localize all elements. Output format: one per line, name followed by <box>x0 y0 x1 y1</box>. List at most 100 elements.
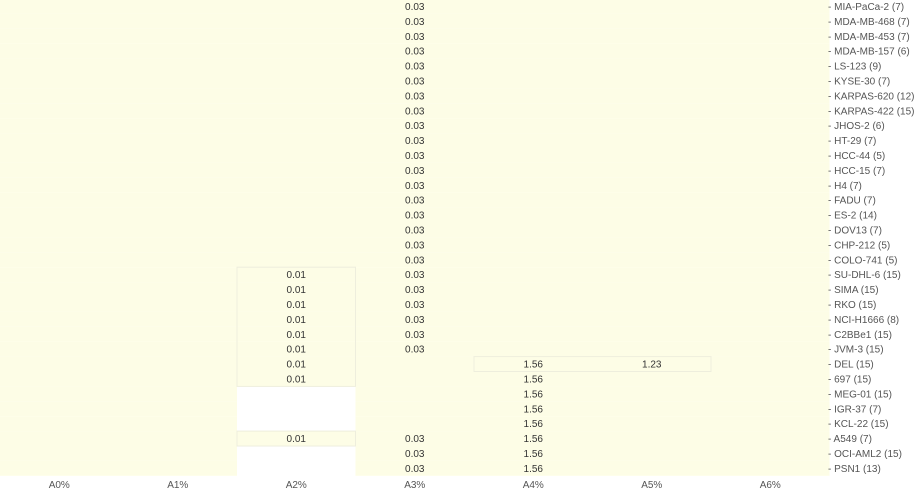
heatmap-cell <box>355 460 474 476</box>
heatmap-cell <box>355 73 474 89</box>
heatmap-cell <box>118 326 237 342</box>
heatmap-cell <box>474 416 593 432</box>
heatmap-cell <box>118 386 237 402</box>
heatmap-cell <box>711 148 830 163</box>
heatmap-cell <box>118 237 237 253</box>
heatmap-cell <box>237 0 356 14</box>
heatmap-cell <box>474 401 593 417</box>
heatmap-cell <box>474 386 593 402</box>
heatmap-cell <box>118 401 237 417</box>
heatmap-cell <box>592 356 711 372</box>
cell-value-label: 1.56 <box>524 464 544 475</box>
heatmap-cell <box>355 43 474 59</box>
heatmap-cell <box>118 460 237 476</box>
heatmap-cell <box>355 88 474 104</box>
heatmap-cell <box>355 192 474 208</box>
heatmap-cell <box>474 133 593 148</box>
row-labels: - MIA-PaCa-2 (7) - MDA-MB-468 (7) - MDA-MB… <box>828 2 915 475</box>
heatmap-cell-labels: 0.03 0.03 0.03 0.03 0.03 0.03 0.03 0.03 0.03 0.03… <box>287 2 662 475</box>
heatmap-cell <box>355 103 474 119</box>
heatmap-cell <box>118 58 237 74</box>
row-label: - COLO-741 (5) <box>828 255 897 266</box>
heatmap-cell <box>0 0 119 14</box>
heatmap-cell <box>592 162 711 178</box>
cell-value-label: 0.03 <box>405 2 425 13</box>
heatmap-cell <box>711 133 830 148</box>
column-label: A2% <box>286 480 307 491</box>
cell-value-label: 0.03 <box>405 225 425 236</box>
heatmap-cell <box>592 88 711 104</box>
heatmap-cell <box>355 162 474 178</box>
cell-value-label: 0.01 <box>287 300 307 311</box>
row-label: - SU-DHL-6 (15) <box>828 270 901 281</box>
heatmap-cell <box>118 148 237 163</box>
row-label: - KCL-22 (15) <box>828 419 889 430</box>
column-label: A1% <box>167 480 188 491</box>
heatmap-cell <box>474 252 593 268</box>
heatmap-cell <box>711 88 830 104</box>
heatmap-cell <box>474 88 593 104</box>
heatmap-cell <box>474 28 593 44</box>
heatmap-cell <box>592 58 711 74</box>
row-label: - DEL (15) <box>828 360 874 371</box>
row-label: - HCC-44 (5) <box>828 151 885 162</box>
cell-value-label: 1.56 <box>524 374 544 385</box>
heatmap-cell <box>0 460 119 476</box>
cell-value-label: 0.03 <box>405 464 425 475</box>
cell-group-border <box>236 266 356 387</box>
heatmap-cell <box>0 222 119 238</box>
heatmap-cell <box>474 103 593 119</box>
cell-value-label: 0.03 <box>405 196 425 207</box>
heatmap-cell <box>474 371 593 387</box>
heatmap-cell <box>592 401 711 417</box>
heatmap-cell <box>592 386 711 402</box>
cell-value-label: 1.56 <box>524 404 544 415</box>
heatmap-cell <box>711 446 830 461</box>
heatmap-cell <box>474 267 593 283</box>
heatmap-cell <box>237 222 356 238</box>
row-label: - MDA-MB-453 (7) <box>828 32 910 43</box>
row-label: - OCI-AML2 (15) <box>828 449 902 460</box>
heatmap-cell <box>118 118 237 134</box>
heatmap-cell <box>0 73 119 89</box>
cell-value-label: 0.01 <box>287 315 307 326</box>
heatmap-cell <box>474 0 593 14</box>
heatmap-cell <box>237 58 356 74</box>
heatmap-cell <box>237 341 356 357</box>
heatmap-cell <box>355 118 474 134</box>
heatmap-cell <box>0 311 119 327</box>
heatmap-cell <box>592 13 711 29</box>
heatmap-cell <box>474 460 593 476</box>
heatmap-cell <box>0 252 119 268</box>
heatmap-cell <box>118 103 237 119</box>
cell-value-label: 0.03 <box>405 449 425 460</box>
row-label: - NCI-H1666 (8) <box>828 315 899 326</box>
cell-value-label: 0.01 <box>287 270 307 281</box>
cell-value-label: 0.03 <box>405 211 425 222</box>
cell-value-label: 0.03 <box>405 17 425 28</box>
heatmap-cell <box>118 356 237 372</box>
cell-value-label: 0.03 <box>405 270 425 281</box>
heatmap-cell <box>474 177 593 193</box>
heatmap-cell <box>0 118 119 134</box>
heatmap-cell <box>711 58 830 74</box>
heatmap-cell <box>592 28 711 44</box>
row-label: - H4 (7) <box>828 181 862 192</box>
heatmap-cell <box>355 446 474 461</box>
heatmap-cell <box>0 207 119 223</box>
heatmap-cell <box>711 460 830 476</box>
heatmap-cell <box>0 133 119 148</box>
row-label: - MDA-MB-468 (7) <box>828 17 910 28</box>
heatmap-cell <box>0 356 119 372</box>
cell-value-label: 0.03 <box>405 106 425 117</box>
heatmap-cell <box>474 341 593 357</box>
heatmap-cell <box>355 0 474 14</box>
heatmap-cell <box>0 192 119 208</box>
heatmap-cell <box>474 73 593 89</box>
cell-value-label: 0.01 <box>287 285 307 296</box>
heatmap-cell <box>0 282 119 297</box>
heatmap-cell <box>237 267 356 283</box>
cell-group-border <box>473 356 712 373</box>
row-label: - C2BBe1 (15) <box>828 330 892 341</box>
